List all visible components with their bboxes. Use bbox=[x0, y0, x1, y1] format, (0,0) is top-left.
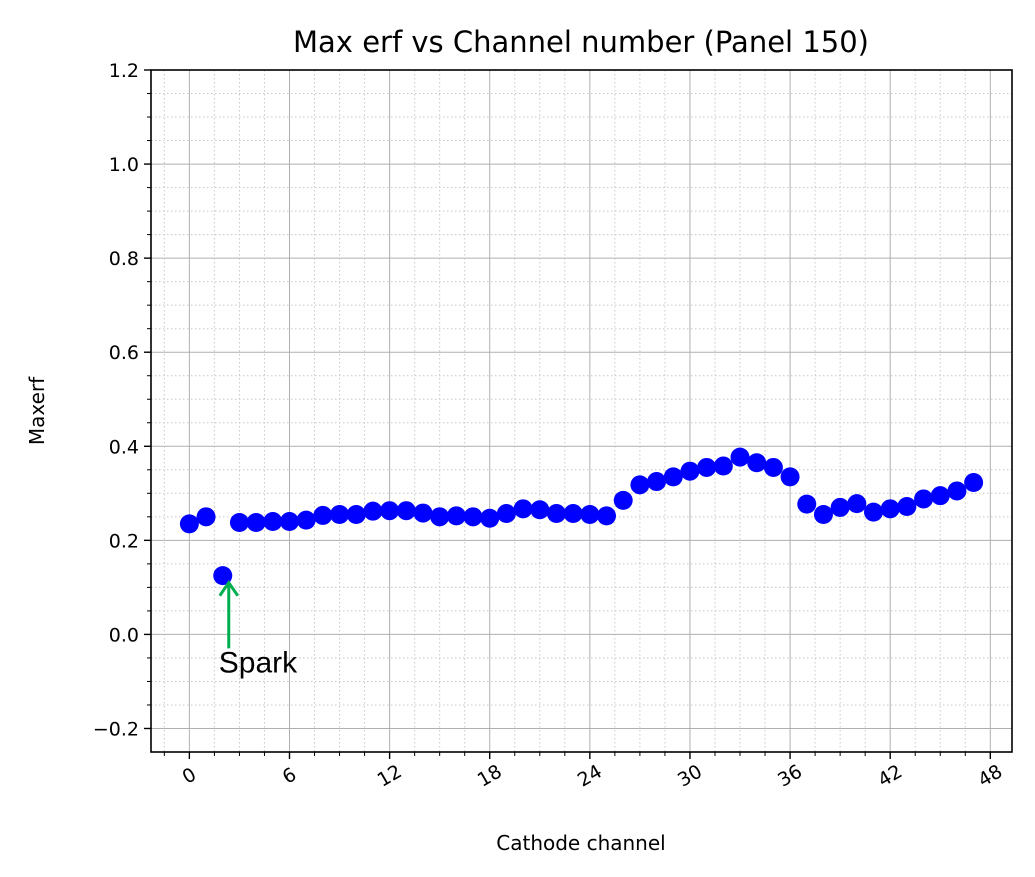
data-point bbox=[563, 504, 583, 524]
data-point bbox=[864, 502, 884, 522]
data-point bbox=[780, 467, 800, 487]
data-point bbox=[363, 501, 383, 521]
data-point bbox=[647, 472, 667, 492]
y-axis: −0.2 0.0 0.2 0.4 0.6 0.8 1.0 1.2 bbox=[93, 60, 151, 740]
y-tick-label: 0.4 bbox=[109, 436, 139, 458]
x-axis: 0 6 12 18 24 30 36 42 48 bbox=[163, 752, 1006, 792]
data-point bbox=[580, 504, 600, 524]
data-point bbox=[346, 504, 366, 524]
x-tick-label: 48 bbox=[974, 760, 1006, 791]
chart-title: Max erf vs Channel number (Panel 150) bbox=[293, 25, 869, 59]
y-tick-label: 0.2 bbox=[109, 530, 139, 552]
x-tick-label: 24 bbox=[574, 760, 606, 791]
data-point bbox=[747, 453, 767, 473]
data-point bbox=[463, 507, 483, 527]
data-point bbox=[530, 500, 550, 520]
x-axis-label: Cathode channel bbox=[496, 831, 665, 855]
plot-frame bbox=[150, 69, 1013, 753]
y-tick-label: 0.0 bbox=[109, 624, 139, 646]
data-point bbox=[813, 504, 833, 524]
data-point bbox=[964, 472, 984, 492]
data-point bbox=[663, 467, 683, 487]
data-point bbox=[446, 506, 466, 526]
data-point bbox=[213, 566, 233, 586]
y-tick-label: −0.2 bbox=[93, 718, 139, 740]
data-point bbox=[697, 457, 717, 477]
data-point bbox=[680, 461, 700, 481]
x-tick-label: 42 bbox=[874, 760, 906, 791]
data-point bbox=[763, 457, 783, 477]
data-point bbox=[730, 447, 750, 467]
data-point bbox=[480, 508, 500, 528]
data-point bbox=[930, 486, 950, 506]
data-point bbox=[797, 494, 817, 514]
x-tick-label: 6 bbox=[279, 763, 300, 788]
y-tick-label: 0.6 bbox=[109, 342, 139, 364]
data-point bbox=[830, 497, 850, 517]
x-tick-label: 36 bbox=[774, 760, 806, 791]
data-point bbox=[496, 504, 516, 524]
data-point bbox=[597, 506, 617, 526]
annotations: Spark bbox=[218, 580, 298, 680]
data-point bbox=[296, 510, 316, 530]
data-point bbox=[413, 503, 433, 523]
data-point bbox=[179, 514, 199, 534]
data-point bbox=[263, 512, 283, 532]
data-point bbox=[914, 489, 934, 509]
x-tick-label: 0 bbox=[179, 763, 200, 788]
data-point bbox=[847, 494, 867, 514]
data-point bbox=[279, 512, 299, 532]
data-point bbox=[380, 501, 400, 521]
x-tick-label: 12 bbox=[374, 760, 406, 791]
y-axis-label: Maxerf bbox=[25, 376, 49, 445]
minor-grid bbox=[151, 70, 1012, 752]
data-point bbox=[396, 501, 416, 521]
data-point bbox=[947, 481, 967, 501]
data-point bbox=[246, 512, 266, 532]
x-tick-label: 18 bbox=[474, 760, 506, 791]
data-point bbox=[330, 504, 350, 524]
data-point bbox=[613, 490, 633, 510]
y-tick-label: 1.0 bbox=[109, 154, 139, 176]
data-point bbox=[513, 499, 533, 519]
data-point bbox=[546, 504, 566, 524]
data-point bbox=[430, 507, 450, 527]
y-tick-label: 1.2 bbox=[109, 60, 139, 82]
data-point bbox=[880, 499, 900, 519]
y-tick-label: 0.8 bbox=[109, 248, 139, 270]
data-point bbox=[897, 496, 917, 516]
major-grid bbox=[151, 69, 1012, 752]
data-point bbox=[630, 475, 650, 495]
data-points bbox=[179, 447, 984, 586]
x-tick-label: 30 bbox=[674, 760, 706, 791]
data-point bbox=[313, 505, 333, 525]
data-point bbox=[229, 512, 249, 532]
spark-arrow-head bbox=[218, 580, 239, 597]
data-point bbox=[196, 507, 216, 527]
data-point bbox=[713, 456, 733, 476]
spark-annotation-label: Spark bbox=[219, 647, 298, 680]
